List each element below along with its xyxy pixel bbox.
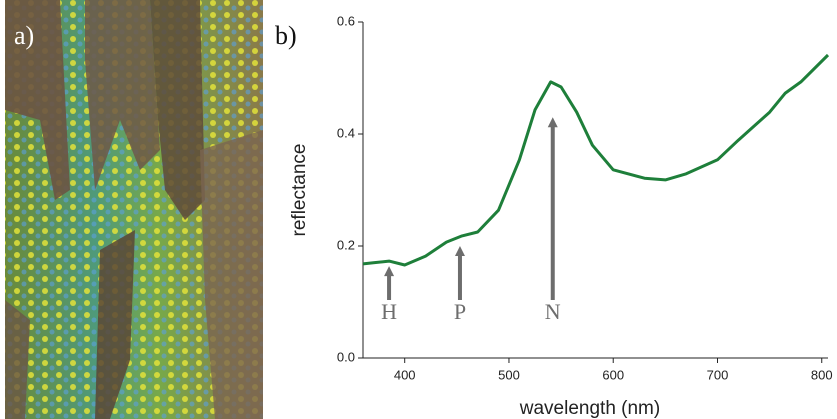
y-tick-label: 0.4 [337, 125, 355, 140]
x-tick-label: 600 [602, 367, 624, 382]
annotation-label: H [381, 299, 397, 324]
arrow-head [454, 246, 465, 256]
y-tick-label: 0.6 [337, 13, 355, 28]
y-tick-label: 0.2 [337, 237, 355, 252]
x-tick-label: 400 [394, 367, 416, 382]
arrow-head [547, 117, 558, 128]
x-tick-label: 500 [498, 367, 520, 382]
x-axis-label: wavelength (nm) [519, 398, 660, 419]
arrow-head [384, 266, 395, 277]
data-line [362, 53, 830, 267]
photo [5, 0, 263, 419]
annotation-label: P [454, 299, 466, 324]
panel-label: b) [275, 21, 297, 50]
x-tick-label: 800 [811, 367, 833, 382]
y-axis-label: reflectance [289, 144, 310, 237]
y-tick-label: 0.0 [337, 349, 355, 364]
annotation-label: N [545, 299, 561, 324]
panel-label: a) [14, 21, 34, 50]
x-tick-label: 700 [707, 367, 729, 382]
